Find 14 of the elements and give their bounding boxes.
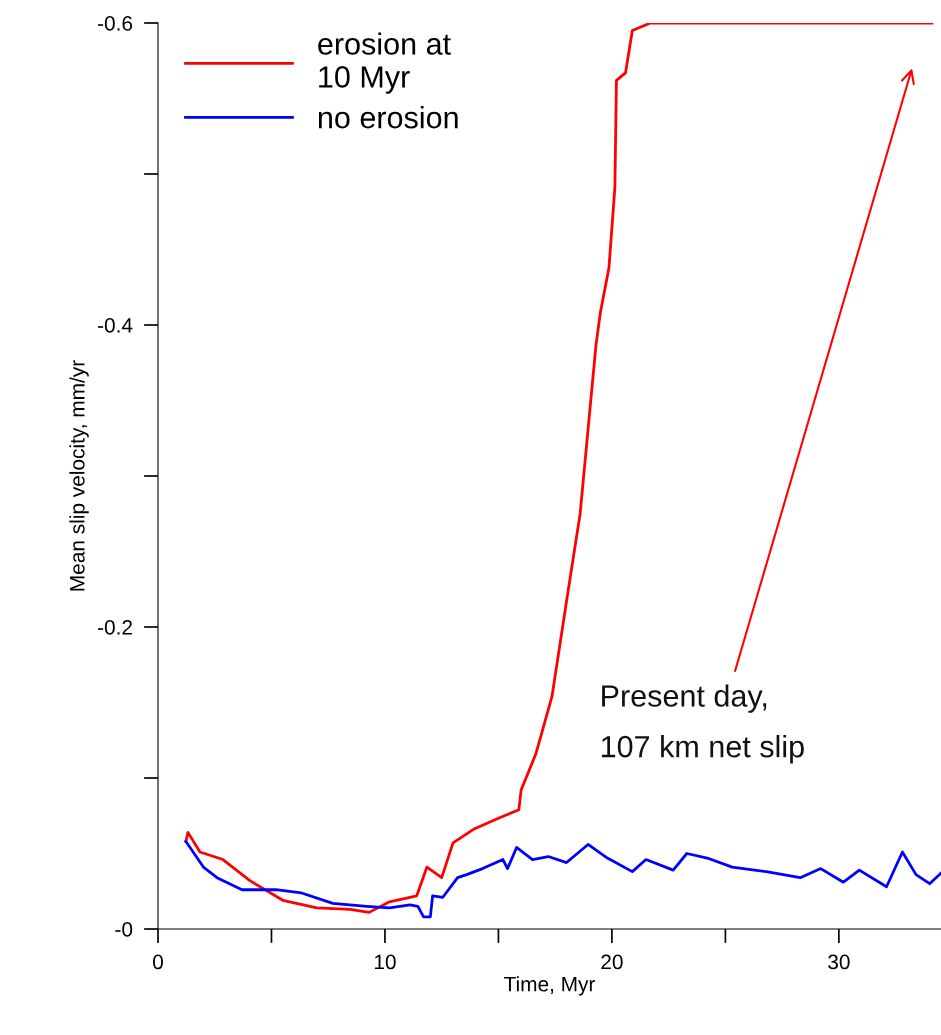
y-tick-label: -0.6 (98, 16, 133, 31)
legend-label: no erosion (318, 106, 458, 129)
annotation: Present day, 107 km net slip (601, 684, 804, 764)
y-tick-label: -0.4 (98, 318, 133, 333)
x-tick-label: 0 (153, 954, 163, 970)
y-tick-label: -0.2 (98, 620, 132, 635)
line-series (184, 840, 941, 919)
x-tick-label: 10 (374, 954, 396, 970)
x-tick-label: 20 (601, 954, 623, 970)
y-axis-title: Mean slip velocity, mm/yr (69, 360, 89, 591)
x-axis-title: Time, Myr (504, 976, 596, 996)
line-series (184, 23, 934, 914)
x-tick-label: 30 (828, 954, 850, 970)
y-tick-label: -0 (115, 922, 133, 937)
